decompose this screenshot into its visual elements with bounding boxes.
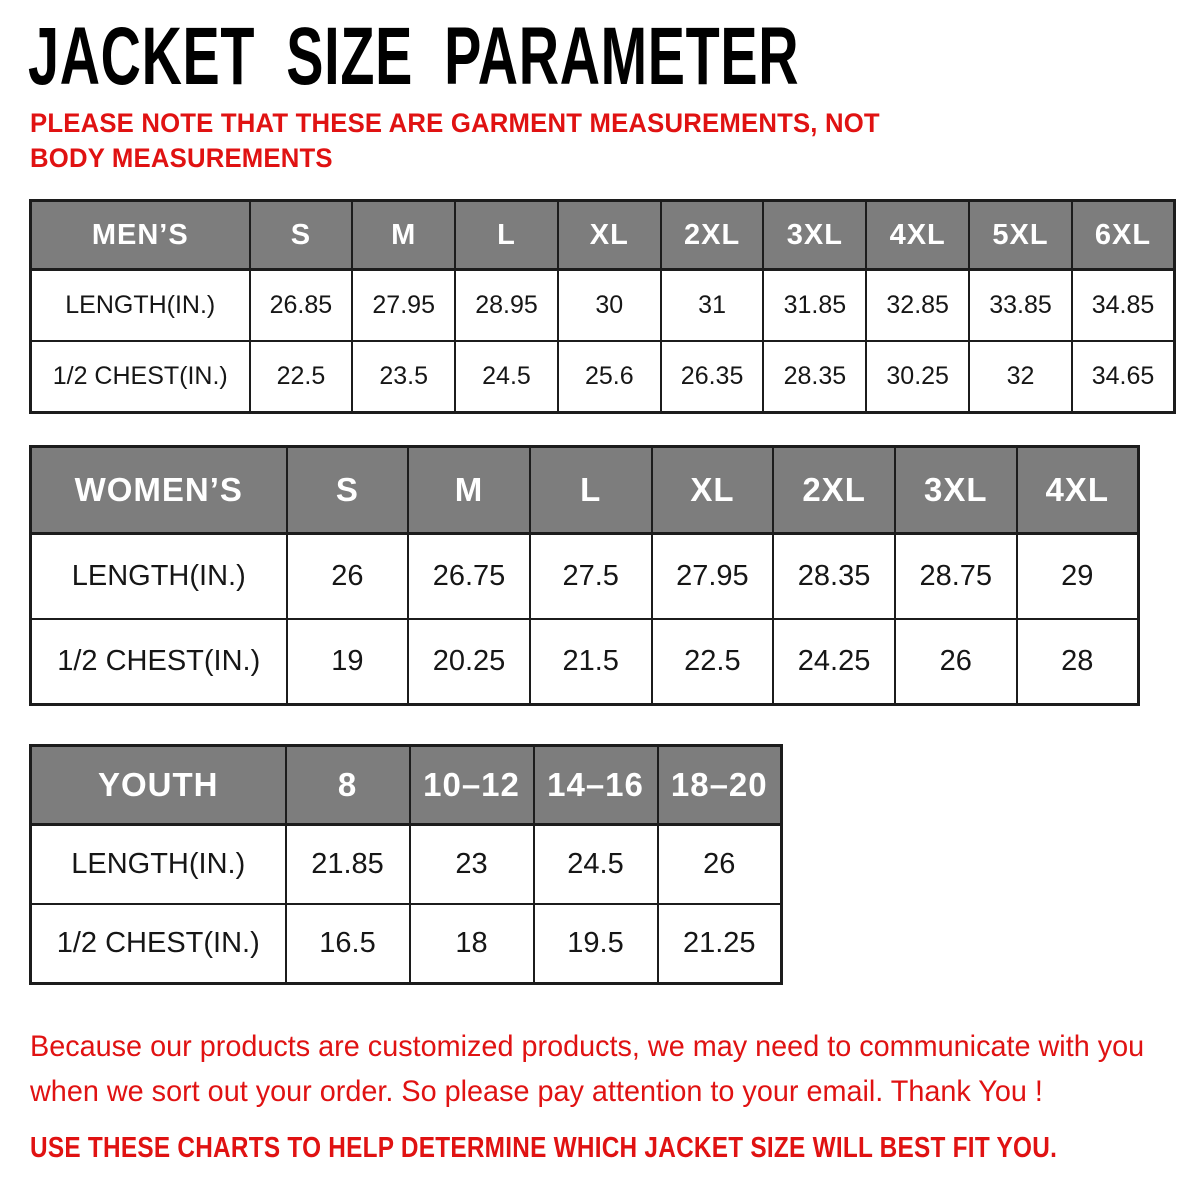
value-cell: 23	[408, 823, 535, 905]
value-cell: 26.35	[659, 340, 765, 414]
womens-length-row: LENGTH(IN.) 26 26.75 27.5 27.95 28.35 28…	[29, 532, 1140, 620]
womens-size-table: WOMEN’S S M L XL 2XL 3XL 4XL LENGTH(IN.)…	[29, 445, 1140, 706]
custom-products-note-line2: when we sort out your order. So please p…	[30, 1075, 1043, 1108]
youth-size-header-10-12: 10–12	[408, 744, 535, 826]
measure-label-cell: 1/2 CHEST(IN.)	[29, 340, 251, 414]
youth-size-header-8: 8	[284, 744, 411, 826]
value-cell: 26	[656, 823, 783, 905]
mens-size-header-6xl: 6XL	[1070, 199, 1176, 271]
mens-size-header-5xl: 5XL	[968, 199, 1073, 271]
value-cell: 28.95	[454, 268, 559, 342]
value-cell: 21.25	[656, 903, 783, 985]
value-cell: 32.85	[865, 268, 971, 342]
youth-length-row: LENGTH(IN.) 21.85 23 24.5 26	[29, 823, 783, 905]
value-cell: 21.5	[528, 618, 653, 706]
youth-size-table: YOUTH 8 10–12 14–16 18–20 LENGTH(IN.) 21…	[29, 744, 783, 985]
value-cell: 19.5	[532, 903, 659, 985]
value-cell: 19	[285, 618, 410, 706]
measure-label-cell: 1/2 CHEST(IN.)	[29, 903, 287, 985]
value-cell: 34.85	[1070, 268, 1176, 342]
value-cell: 27.95	[650, 532, 775, 620]
value-cell: 27.5	[528, 532, 653, 620]
value-cell: 28.35	[762, 340, 868, 414]
page-title: JACKET SIZE PARAMETER	[28, 11, 800, 102]
womens-table-title: WOMEN’S	[29, 445, 288, 535]
value-cell: 23.5	[351, 340, 457, 414]
value-cell: 18	[408, 903, 535, 985]
value-cell: 24.5	[454, 340, 559, 414]
womens-size-header-4xl: 4XL	[1015, 445, 1140, 535]
value-cell: 24.5	[532, 823, 659, 905]
value-cell: 22.5	[248, 340, 354, 414]
value-cell: 32	[968, 340, 1073, 414]
value-cell: 25.6	[556, 340, 662, 414]
value-cell: 31	[659, 268, 765, 342]
mens-size-header-l: L	[454, 199, 559, 271]
youth-header-row: YOUTH 8 10–12 14–16 18–20	[29, 744, 783, 826]
value-cell: 26	[893, 618, 1018, 706]
value-cell: 28.75	[893, 532, 1018, 620]
mens-size-header-xl: XL	[556, 199, 662, 271]
value-cell: 24.25	[772, 618, 896, 706]
custom-products-note-line1: Because our products are customized prod…	[30, 1030, 1145, 1063]
womens-header-row: WOMEN’S S M L XL 2XL 3XL 4XL	[29, 445, 1140, 535]
womens-chest-row: 1/2 CHEST(IN.) 19 20.25 21.5 22.5 24.25 …	[29, 618, 1140, 706]
value-cell: 26	[285, 532, 410, 620]
value-cell: 27.95	[351, 268, 457, 342]
mens-header-row: MEN’S S M L XL 2XL 3XL 4XL 5XL 6XL	[29, 199, 1176, 271]
value-cell: 29	[1015, 532, 1140, 620]
womens-size-header-xl: XL	[650, 445, 775, 535]
value-cell: 22.5	[650, 618, 775, 706]
womens-size-header-3xl: 3XL	[893, 445, 1018, 535]
womens-size-header-2xl: 2XL	[772, 445, 896, 535]
chart-usage-note: USE THESE CHARTS TO HELP DETERMINE WHICH…	[30, 1132, 1058, 1164]
value-cell: 28	[1015, 618, 1140, 706]
youth-chest-row: 1/2 CHEST(IN.) 16.5 18 19.5 21.25	[29, 903, 783, 985]
value-cell: 31.85	[762, 268, 868, 342]
measure-label-cell: LENGTH(IN.)	[29, 532, 288, 620]
measure-label-cell: LENGTH(IN.)	[29, 268, 251, 342]
measure-label-cell: LENGTH(IN.)	[29, 823, 287, 905]
value-cell: 30	[556, 268, 662, 342]
value-cell: 16.5	[284, 903, 411, 985]
youth-size-header-14-16: 14–16	[532, 744, 659, 826]
value-cell: 20.25	[407, 618, 531, 706]
value-cell: 28.35	[772, 532, 896, 620]
mens-table-title: MEN’S	[29, 199, 251, 271]
value-cell: 26.75	[407, 532, 531, 620]
womens-size-header-m: M	[407, 445, 531, 535]
mens-size-header-4xl: 4XL	[865, 199, 971, 271]
mens-chest-row: 1/2 CHEST(IN.) 22.5 23.5 24.5 25.6 26.35…	[29, 340, 1176, 414]
youth-table-title: YOUTH	[29, 744, 287, 826]
value-cell: 21.85	[284, 823, 411, 905]
value-cell: 34.65	[1070, 340, 1176, 414]
value-cell: 26.85	[248, 268, 354, 342]
mens-size-header-3xl: 3XL	[762, 199, 868, 271]
value-cell: 30.25	[865, 340, 971, 414]
mens-size-header-m: M	[351, 199, 457, 271]
measure-label-cell: 1/2 CHEST(IN.)	[29, 618, 288, 706]
value-cell: 33.85	[968, 268, 1073, 342]
mens-size-header-s: S	[248, 199, 354, 271]
mens-size-header-2xl: 2XL	[659, 199, 765, 271]
womens-size-header-s: S	[285, 445, 410, 535]
garment-measurements-note: PLEASE NOTE THAT THESE ARE GARMENT MEASU…	[30, 108, 880, 174]
womens-size-header-l: L	[528, 445, 653, 535]
mens-length-row: LENGTH(IN.) 26.85 27.95 28.95 30 31 31.8…	[29, 268, 1176, 342]
youth-size-header-18-20: 18–20	[656, 744, 783, 826]
mens-size-table: MEN’S S M L XL 2XL 3XL 4XL 5XL 6XL LENGT…	[29, 199, 1177, 414]
